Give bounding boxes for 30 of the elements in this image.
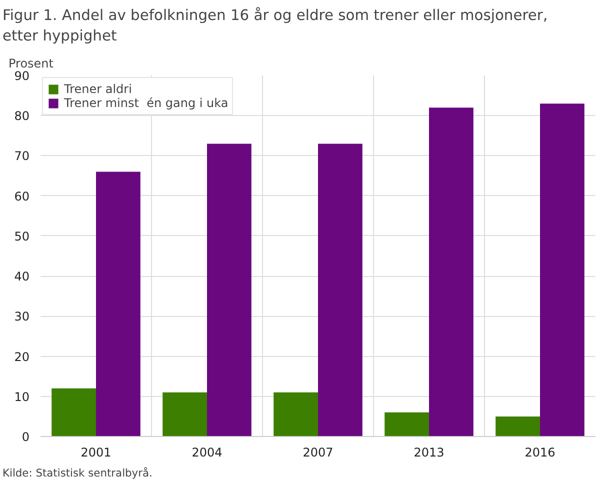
bar [318,144,362,436]
x-tick-label: 2013 [414,446,444,460]
x-tick-label: 2007 [302,446,334,460]
y-tick-label: 90 [14,69,30,83]
bar [496,416,540,436]
y-tick-label: 60 [14,189,30,204]
x-tick-label: 2004 [192,446,222,460]
x-tick-label: 2016 [524,446,556,460]
bar [384,412,429,436]
y-tick-label: 30 [14,310,30,324]
y-tick-label: 40 [14,270,30,284]
bar [96,172,140,436]
bar [162,392,207,436]
y-tick-label: 10 [14,390,30,404]
y-tick-label: 70 [14,149,30,164]
bar [540,104,584,436]
y-tick-label: 20 [14,350,30,364]
y-tick-label: 0 [22,430,30,444]
bar [429,108,474,436]
chart-title: Figur 1. Andel av befolkningen 16 år og eldre som trener eller mosjonerer, etter hyppighet [2,7,548,44]
bar [207,144,252,436]
y-axis-title: Prosent [8,56,54,70]
bar [274,392,318,436]
y-tick-label: 80 [14,109,30,124]
text: Kilde: Statistisk sentralbyrå. [2,466,152,480]
x-tick-label: 2001 [80,446,112,460]
bar [52,388,96,436]
legend-label: Trener aldri [64,82,132,96]
legend-label: Trener minst én gang i uka [64,96,228,110]
y-tick-label: 50 [14,229,30,244]
